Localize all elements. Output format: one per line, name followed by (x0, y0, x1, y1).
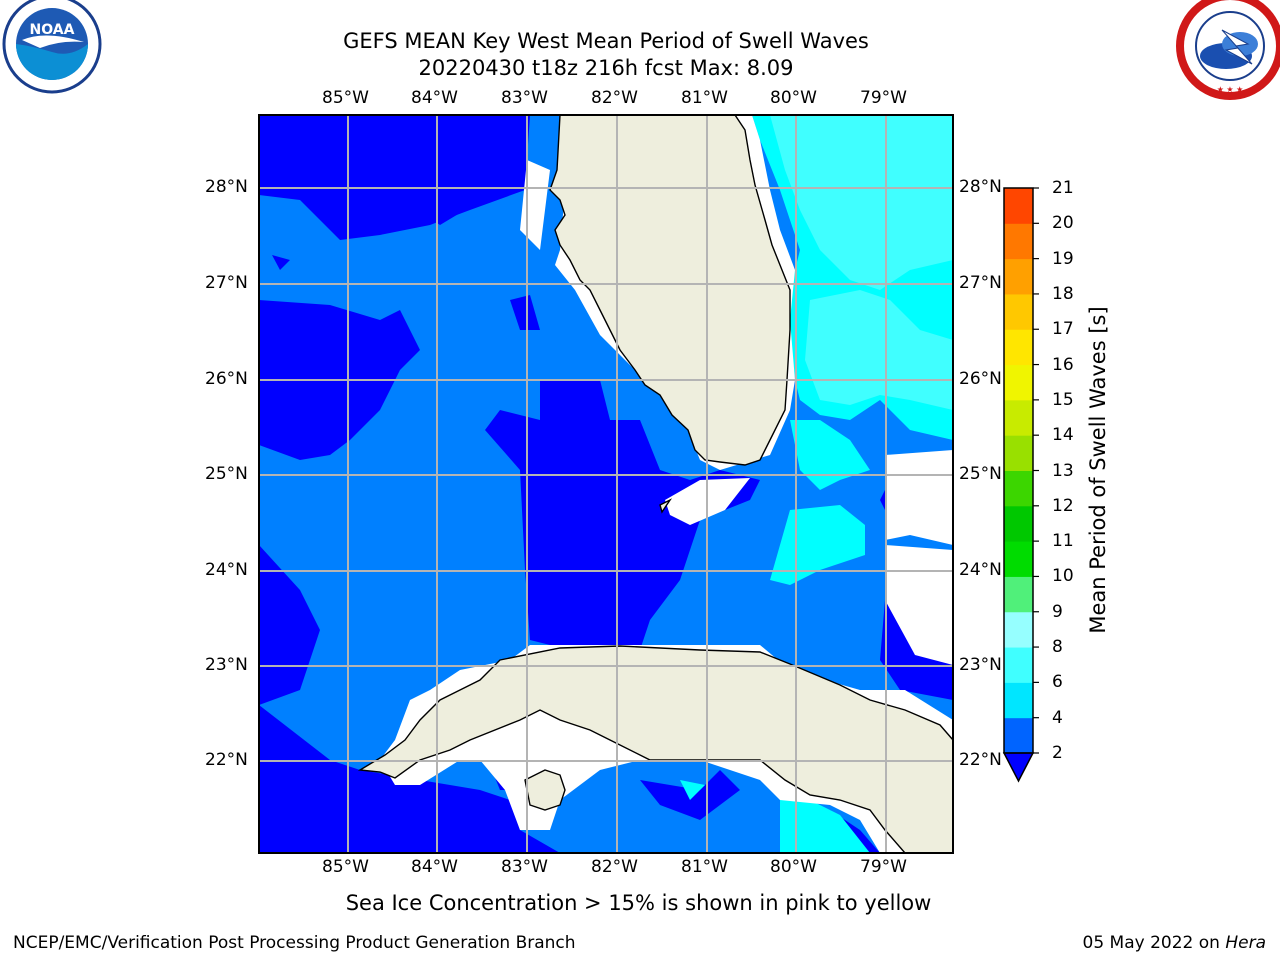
colorbar-segment (1004, 647, 1033, 683)
lat-label-right: 27°N (959, 273, 1002, 293)
lon-label-bottom: 84°W (411, 857, 458, 877)
map-frame (258, 114, 954, 854)
colorbar-segment (1004, 505, 1033, 542)
colorbar-tick-label: 2 (1052, 743, 1063, 763)
colorbar-tick-label: 11 (1052, 531, 1074, 552)
lon-label-bottom: 83°W (501, 857, 548, 877)
lon-label-bottom: 81°W (681, 857, 728, 877)
lon-label-top: 85°W (322, 88, 369, 108)
lat-label-left: 22°N (205, 750, 248, 770)
colorbar-segment (1004, 188, 1033, 224)
chart-subtitle: 20220430 t18z 216h fcst Max: 8.09 (418, 56, 794, 80)
lon-label-bottom: 85°W (322, 857, 369, 877)
colorbar-segment (1004, 258, 1033, 295)
colorbar-tick-label: 9 (1052, 601, 1063, 622)
colorbar-tick-label: 17 (1052, 319, 1074, 340)
nws-logo: ★ ★ ★ (1176, 0, 1280, 100)
chart-title: GEFS MEAN Key West Mean Period of Swell … (343, 29, 869, 53)
colorbar-tick-label: 4 (1052, 707, 1063, 728)
colorbar-segment (1004, 435, 1033, 471)
lon-label-top: 82°W (591, 88, 638, 108)
colorbar-tick-label: 21 (1052, 178, 1074, 198)
lat-label-left: 27°N (205, 273, 248, 293)
lon-label-bottom: 82°W (591, 857, 638, 877)
colorbar-tick-label: 6 (1052, 672, 1063, 693)
noaa-logo: NOAA (2, 0, 102, 94)
colorbar-segment (1004, 611, 1033, 648)
colorbar-tick-label: 15 (1052, 389, 1074, 410)
lat-label-right: 25°N (959, 464, 1002, 484)
lat-label-left: 23°N (205, 655, 248, 675)
colorbar-segment (1004, 293, 1033, 330)
lat-label-left: 26°N (205, 369, 248, 389)
svg-text:★ ★ ★: ★ ★ ★ (1217, 85, 1244, 94)
lat-label-right: 23°N (959, 655, 1002, 675)
sea-ice-note: Sea Ice Concentration > 15% is shown in … (345, 891, 932, 915)
colorbar-segment (1004, 541, 1033, 577)
lat-label-right: 22°N (959, 750, 1002, 770)
footer-date-text: 05 May 2022 on (1082, 933, 1226, 953)
colorbar-segment (1004, 364, 1033, 401)
footer-host: Hera (1225, 933, 1266, 953)
colorbar-tick-label: 13 (1052, 460, 1074, 481)
lon-label-bottom: 80°W (770, 857, 817, 877)
lon-label-top: 81°W (681, 88, 728, 108)
map-area (259, 115, 953, 853)
colorbar-segment (1004, 329, 1033, 366)
colorbar-tick-label: 16 (1052, 354, 1074, 375)
footer-credit: NCEP/EMC/Verification Post Processing Pr… (13, 933, 576, 953)
lat-label-right: 26°N (959, 369, 1002, 389)
colorbar-segment (1004, 399, 1033, 436)
colorbar-tick-label: 20 (1052, 213, 1074, 234)
lat-label-left: 28°N (205, 177, 248, 197)
colorbar-tick-label: 8 (1052, 637, 1063, 658)
graticule (259, 115, 953, 853)
lat-label-right: 28°N (959, 177, 1002, 197)
colorbar-segment (1004, 223, 1033, 260)
lon-label-top: 80°W (770, 88, 817, 108)
colorbar-tick-label: 12 (1052, 495, 1074, 516)
colorbar-segment (1004, 717, 1033, 754)
svg-text:NOAA: NOAA (30, 22, 75, 38)
colorbar-under-arrow (1002, 752, 1035, 783)
lat-label-right: 24°N (959, 560, 1002, 580)
colorbar-tick-label: 18 (1052, 283, 1074, 304)
lon-label-bottom: 79°W (860, 857, 907, 877)
colorbar-segment (1004, 576, 1033, 613)
colorbar (1002, 187, 1039, 783)
colorbar-tick-label: 14 (1052, 425, 1074, 446)
colorbar-segment (1004, 682, 1033, 719)
lon-label-top: 83°W (501, 88, 548, 108)
lat-label-left: 24°N (205, 560, 248, 580)
footer-date: 05 May 2022 on Hera (1083, 933, 1267, 953)
lon-label-top: 84°W (411, 88, 458, 108)
land (357, 115, 953, 853)
colorbar-tick-label: 19 (1052, 248, 1074, 269)
colorbar-tick-label: 10 (1052, 566, 1074, 587)
lon-label-top: 79°W (860, 88, 907, 108)
lat-label-left: 25°N (205, 464, 248, 484)
colorbar-segment (1004, 470, 1033, 507)
